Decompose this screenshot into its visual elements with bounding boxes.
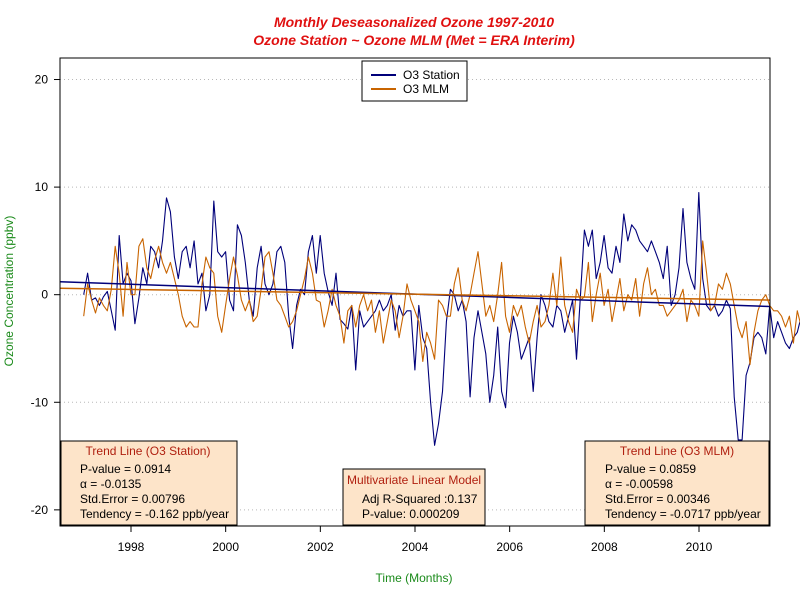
y-axis-label: Ozone Concentration (ppbv) xyxy=(2,216,16,367)
mlm-trend-box-bg xyxy=(584,440,770,526)
series-lines xyxy=(83,191,800,446)
mlm-trend-title: Trend Line (O3 MLM) xyxy=(620,444,734,458)
station-trend-box: Trend Line (O3 Station) P-value = 0.0914… xyxy=(60,440,238,526)
x-tick-label: 2000 xyxy=(212,540,239,554)
station-p-value: P-value = 0.0914 xyxy=(80,462,171,476)
y-tick-label: -10 xyxy=(31,395,49,409)
station-trend-box-bg xyxy=(60,440,238,526)
station-trend-title: Trend Line (O3 Station) xyxy=(86,444,211,458)
y-tick-label: 0 xyxy=(41,288,48,302)
chart-subtitle: Ozone Station ~ Ozone MLM (Met = ERA Int… xyxy=(253,32,575,48)
model-p-value: P-value: 0.000209 xyxy=(362,507,460,521)
x-tick-label: 1998 xyxy=(118,540,145,554)
x-axis-label: Time (Months) xyxy=(376,571,453,585)
station-std-error: Std.Error = 0.00796 xyxy=(80,492,185,506)
trend-lines xyxy=(59,281,771,308)
y-tick-label: -20 xyxy=(31,503,49,517)
model-title: Multivariate Linear Model xyxy=(347,473,481,487)
model-adj-r-squared: Adj R-Squared :0.137 xyxy=(362,492,478,506)
model-box: Multivariate Linear Model Adj R-Squared … xyxy=(342,468,486,526)
mlm-p-value: P-value = 0.0859 xyxy=(605,462,696,476)
plot-frame xyxy=(59,57,771,527)
chart-title: Monthly Deseasonalized Ozone 1997-2010 xyxy=(274,14,554,30)
legend: O3 Station O3 MLM xyxy=(361,60,468,102)
x-tick-label: 2008 xyxy=(591,540,618,554)
mlm-tendency: Tendency = -0.0717 ppb/year xyxy=(605,507,761,521)
mlm-alpha: α = -0.00598 xyxy=(605,477,673,491)
station-tendency: Tendency = -0.162 ppb/year xyxy=(80,507,229,521)
mlm-std-error: Std.Error = 0.00346 xyxy=(605,492,710,506)
x-tick-label: 2002 xyxy=(307,540,334,554)
station-alpha: α = -0.0135 xyxy=(80,477,142,491)
x-tick-label: 2006 xyxy=(496,540,523,554)
axis-ticks: -20 -10 0 10 20 1998 2000 2002 2004 2006 2008 2010 xyxy=(31,73,713,554)
x-tick-label: 2010 xyxy=(686,540,713,554)
mlm-trend-box: Trend Line (O3 MLM) P-value = 0.0859 α =… xyxy=(584,440,770,526)
series-line-o3-station xyxy=(83,191,800,446)
legend-box xyxy=(361,60,468,102)
y-tick-label: 10 xyxy=(35,180,49,194)
trend-line-o3-mlm xyxy=(59,287,771,301)
y-tick-label: 20 xyxy=(35,73,49,87)
x-tick-label: 2004 xyxy=(402,540,429,554)
legend-label-mlm: O3 MLM xyxy=(403,82,449,96)
model-box-bg xyxy=(342,468,486,526)
legend-label-station: O3 Station xyxy=(403,68,460,82)
